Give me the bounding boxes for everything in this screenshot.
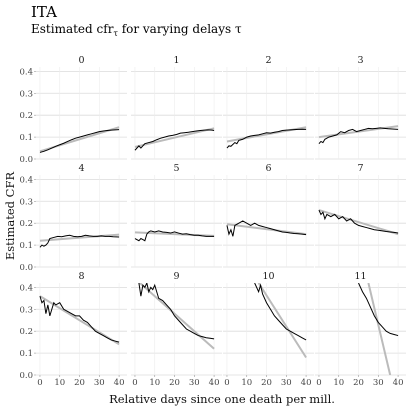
- fit-line: [367, 283, 392, 375]
- panel-strip-label: 9: [173, 271, 179, 282]
- panel-5: 5: [131, 163, 222, 268]
- x-tick-label: 40: [209, 378, 220, 388]
- x-tick-label: 10: [241, 378, 252, 388]
- x-axis-label: Relative days since one death per mill.: [109, 392, 335, 406]
- fit-line: [318, 209, 399, 236]
- x-tick-label: 10: [149, 378, 160, 388]
- estimate-line: [226, 220, 307, 237]
- panel-strip-label: 0: [78, 55, 84, 66]
- x-tick-label: 40: [301, 378, 312, 388]
- estimate-line: [134, 129, 215, 151]
- x-tick-label: 0: [316, 378, 321, 388]
- estimate-line: [39, 295, 120, 343]
- subtitle-subscript: τ: [113, 29, 118, 38]
- estimate-line: [134, 230, 215, 242]
- y-tick-label: 0.2: [19, 111, 33, 121]
- panel-6: 6: [223, 163, 314, 268]
- x-tick-label: 20: [169, 378, 180, 388]
- x-tick-label: 30: [281, 378, 292, 388]
- estimate-line: [39, 234, 120, 248]
- y-tick-label: 0.4: [19, 67, 33, 77]
- panel-strip-label: 7: [357, 163, 363, 174]
- panel-9: 9 0 10 20 30 40: [131, 271, 222, 388]
- x-tick-label: 0: [37, 378, 42, 388]
- y-tick-label: 0.1: [19, 133, 33, 143]
- x-tick-label: 10: [54, 378, 65, 388]
- x-tick-label: 40: [114, 378, 125, 388]
- estimate-line: [358, 283, 399, 337]
- y-tick-label: 0.2: [19, 219, 33, 229]
- panel-strip-label: 8: [78, 271, 84, 282]
- panel-strip-label: 10: [262, 271, 274, 282]
- panel-3: 3: [315, 55, 406, 160]
- x-tick-label: 30: [373, 378, 384, 388]
- y-tick-label: 0.0: [19, 155, 33, 165]
- panel-strip-label: 4: [78, 163, 84, 174]
- y-tick-label: 0.3: [19, 197, 33, 207]
- x-tick-label: 0: [224, 378, 229, 388]
- x-tick-label: 20: [74, 378, 85, 388]
- facet-panels: 0 0.0 0.1 0.2 0.3 0.4 1 2 3 4 0.0 0.1 0.2 0.3 0.4 5 6 7 8 0…: [19, 55, 406, 388]
- panel-strip-label: 6: [265, 163, 271, 174]
- y-tick-label: 0.4: [19, 283, 33, 293]
- y-tick-label: 0.1: [19, 241, 33, 251]
- x-tick-label: 40: [393, 378, 404, 388]
- panel-strip-label: 5: [173, 163, 179, 174]
- panel-0: 0 0.0 0.1 0.2 0.3 0.4: [19, 55, 127, 165]
- y-tick-label: 0.0: [19, 371, 33, 381]
- figure-subtitle: Estimated cfrτ for varying delays τ: [31, 22, 242, 38]
- subtitle-rest: for varying delays τ: [118, 22, 242, 36]
- panel-8: 8 0.0 0.1 0.2 0.3 0.4 0 10 20 30 40: [19, 271, 127, 388]
- estimate-line: [226, 128, 307, 149]
- fit-line: [226, 223, 307, 236]
- panel-4: 4 0.0 0.1 0.2 0.3 0.4: [19, 163, 127, 273]
- panel-strip-label: 2: [265, 55, 271, 66]
- subtitle-main: Estimated cfr: [31, 22, 114, 36]
- estimate-line: [138, 283, 215, 340]
- x-tick-label: 20: [353, 378, 364, 388]
- y-tick-label: 0.1: [19, 349, 33, 359]
- y-tick-label: 0.0: [19, 263, 33, 273]
- x-tick-label: 10: [333, 378, 344, 388]
- y-tick-label: 0.3: [19, 305, 33, 315]
- panel-strip-label: 11: [354, 271, 366, 282]
- x-tick-label: 20: [261, 378, 272, 388]
- x-tick-label: 30: [189, 378, 200, 388]
- panel-2: 2: [223, 55, 314, 160]
- estimate-line: [254, 283, 307, 341]
- fit-line: [134, 127, 215, 148]
- estimate-line: [318, 209, 399, 234]
- y-tick-label: 0.3: [19, 89, 33, 99]
- y-axis-label: Estimated CFR: [3, 172, 17, 261]
- x-tick-label: 0: [132, 378, 137, 388]
- panel-11: 11 0 10 20 30 40: [315, 271, 406, 388]
- panel-1: 1: [131, 55, 222, 160]
- y-tick-label: 0.2: [19, 327, 33, 337]
- estimate-line: [318, 127, 399, 145]
- y-tick-label: 0.4: [19, 175, 33, 185]
- fit-line: [39, 233, 120, 242]
- panel-strip-label: 1: [173, 55, 179, 66]
- panel-strip-label: 3: [357, 55, 363, 66]
- x-tick-label: 30: [94, 378, 105, 388]
- fit-line: [257, 283, 307, 359]
- panel-10: 10 0 10 20 30 40: [223, 271, 314, 388]
- figure-title: ITA: [31, 3, 57, 21]
- panel-7: 7: [315, 163, 406, 268]
- estimate-line: [39, 129, 120, 153]
